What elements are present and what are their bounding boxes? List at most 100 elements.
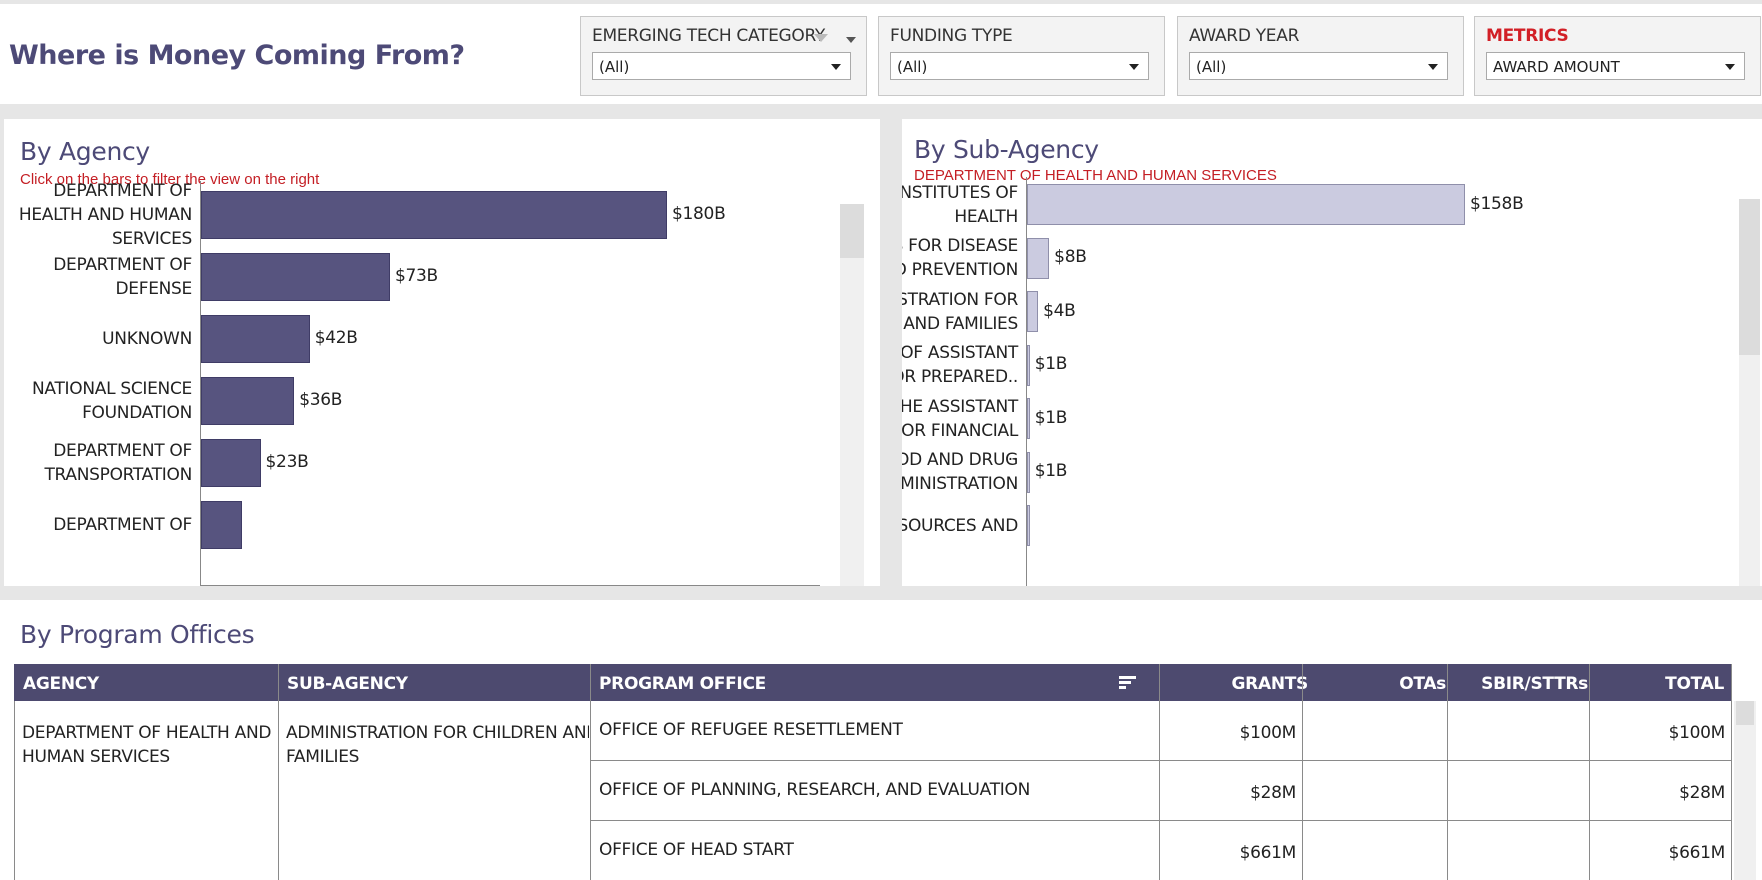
table-cell-sub-agency: ADMINISTRATION FOR CHILDREN AND FAMILIES bbox=[286, 721, 589, 769]
filter-metrics[interactable]: METRICS AWARD AMOUNT bbox=[1474, 16, 1761, 96]
chevron-down-icon bbox=[1725, 64, 1735, 70]
table-scrollbar[interactable] bbox=[1734, 701, 1756, 880]
category-label-line: HEALTH bbox=[954, 206, 1018, 227]
scrollbar-thumb[interactable] bbox=[840, 204, 864, 258]
category-label[interactable]: NATIONAL SCIENCE FOUNDATION bbox=[4, 377, 192, 425]
table-cell-total: $100M bbox=[1668, 723, 1725, 743]
data-label: $4B bbox=[1043, 300, 1076, 321]
chart-bar[interactable] bbox=[201, 501, 243, 549]
filter-label: FUNDING TYPE bbox=[890, 26, 1013, 46]
table-grid-line bbox=[1302, 664, 1303, 880]
category-label-line: CENTERS FOR DISEASE bbox=[902, 236, 1018, 256]
filter-value: (All) bbox=[1196, 58, 1227, 76]
filter-funding-type[interactable]: FUNDING TYPE (All) bbox=[878, 16, 1165, 96]
by-program-offices-panel: By Program Offices bbox=[0, 600, 1762, 880]
chart-bar[interactable] bbox=[1027, 451, 1030, 493]
column-header-program-office[interactable]: PROGRAM OFFICE bbox=[599, 674, 766, 694]
chart-area: NATIONAL INSTITUTES OF HEALTH $158B CENTERS… bbox=[902, 177, 1739, 586]
category-label-line: SECRETARY FOR FINANCIAL .. bbox=[902, 420, 1018, 465]
scrollbar-thumb[interactable] bbox=[1739, 199, 1760, 355]
cell-line: DEPARTMENT OF HEALTH AND bbox=[22, 723, 272, 743]
category-label[interactable]: UNKNOWN bbox=[4, 327, 192, 351]
column-header-otas[interactable]: OTAs bbox=[1399, 674, 1446, 694]
category-label[interactable]: DEPARTMENT OF HEALTH AND HUMAN SERVICES bbox=[4, 181, 192, 251]
chart-bar[interactable] bbox=[201, 377, 295, 425]
table-scrollbar-thumb[interactable] bbox=[1736, 701, 1754, 725]
filter-emerging-tech-category[interactable]: EMERGING TECH CATEGORY (All) bbox=[580, 16, 867, 96]
sort-icon[interactable] bbox=[1118, 674, 1138, 692]
category-label[interactable]: DEPARTMENT OF DEFENSE bbox=[4, 253, 192, 301]
filter-dropdown[interactable]: (All) bbox=[890, 52, 1149, 80]
category-label[interactable]: DEPARTMENT OF bbox=[4, 513, 192, 537]
y-axis-line bbox=[1026, 177, 1027, 586]
x-axis-line bbox=[200, 585, 820, 586]
column-header-grants[interactable]: GRANTS bbox=[1231, 674, 1309, 694]
chart-bar[interactable] bbox=[201, 315, 310, 363]
funnel-icon[interactable] bbox=[814, 34, 828, 42]
category-label[interactable]: FOOD AND DRUG ADMINISTRATION bbox=[902, 448, 1018, 496]
category-label-line: CONTROL AND PREVENTION bbox=[902, 260, 1018, 280]
category-label-line: NATIONAL INSTITUTES OF bbox=[902, 182, 1018, 203]
category-label-line: DEPARTMENT OF bbox=[53, 515, 192, 535]
filter-award-year[interactable]: AWARD YEAR (All) bbox=[1177, 16, 1464, 96]
filter-value: (All) bbox=[897, 58, 928, 76]
filter-value: (All) bbox=[599, 58, 630, 76]
data-label: $1B bbox=[1034, 461, 1068, 481]
filter-dropdown[interactable]: (All) bbox=[1189, 52, 1448, 80]
category-label-line: CHILDREN AND FAMILIES bbox=[902, 313, 1018, 334]
chart-area: DEPARTMENT OF HEALTH AND HUMAN SERVICES $18… bbox=[4, 181, 840, 586]
category-label[interactable]: HEALTH RESOURCES AND bbox=[902, 514, 1018, 538]
filter-dropdown[interactable]: (All) bbox=[592, 52, 851, 80]
chart-bar[interactable] bbox=[1027, 184, 1465, 225]
column-header-sbir-sttrs[interactable]: SBIR/STTRs bbox=[1481, 674, 1588, 694]
panel-title: By Sub-Agency bbox=[914, 135, 1099, 164]
category-label-line: DEPARTMENT OF bbox=[53, 441, 192, 461]
category-label-line: ADMINISTRATION FOR bbox=[902, 289, 1018, 310]
table-grid-line bbox=[278, 664, 279, 880]
category-label-line: FOUNDATION bbox=[82, 403, 192, 423]
column-header-total[interactable]: TOTAL bbox=[1665, 674, 1724, 694]
table-cell-program-office: OFFICE OF PLANNING, RESEARCH, AND EVALUA… bbox=[599, 780, 1030, 800]
category-label-line: OFFICE OF THE ASSISTANT bbox=[902, 396, 1018, 417]
panel-title: By Program Offices bbox=[20, 620, 255, 649]
chevron-down-icon[interactable] bbox=[846, 37, 856, 43]
chart-bar[interactable] bbox=[201, 439, 261, 487]
table-grid-line bbox=[590, 760, 1731, 761]
data-label: $42B bbox=[314, 328, 358, 348]
category-label[interactable]: OFFICE OF THE ASSISTANT SECRETARY FOR FIN… bbox=[902, 395, 1018, 467]
table-cell-grants: $100M bbox=[1239, 723, 1296, 743]
category-label[interactable]: CENTERS FOR DISEASE CONTROL AND PREVENTIO… bbox=[902, 234, 1018, 282]
table-grid-line bbox=[1731, 664, 1732, 880]
filter-dropdown[interactable]: AWARD AMOUNT bbox=[1486, 52, 1745, 80]
column-header-sub-agency[interactable]: SUB-AGENCY bbox=[287, 674, 408, 694]
chart-bar[interactable] bbox=[201, 191, 667, 239]
category-label-line: ADMINISTRATION bbox=[902, 474, 1018, 494]
category-label-line: SECRETARY FOR PREPARED.. bbox=[902, 367, 1018, 387]
table-grid-line bbox=[14, 701, 15, 880]
table-header: AGENCY SUB-AGENCY PROGRAM OFFICE GRANTS … bbox=[14, 664, 1732, 701]
panel-subtitle: Click on the bars to filter the view on … bbox=[20, 171, 320, 188]
category-label-line: HEALTH AND HUMAN bbox=[18, 205, 192, 225]
table-grid-line bbox=[590, 664, 591, 880]
chart-bar[interactable] bbox=[1027, 398, 1030, 439]
category-label[interactable]: NATIONAL INSTITUTES OF HEALTH bbox=[902, 181, 1018, 229]
chart-bar[interactable] bbox=[1027, 505, 1030, 546]
y-axis-line bbox=[200, 181, 201, 586]
category-label[interactable]: ADMINISTRATION FOR CHILDREN AND FAMILIES bbox=[902, 288, 1018, 336]
category-label-line: TRANSPORTATION bbox=[44, 465, 192, 485]
category-label[interactable]: OFFICE OF ASSISTANT SECRETARY FOR PREPARE… bbox=[902, 341, 1018, 389]
column-header-agency[interactable]: AGENCY bbox=[23, 674, 99, 694]
chart-bar[interactable] bbox=[201, 253, 390, 301]
category-label-line: HEALTH RESOURCES AND bbox=[902, 515, 1018, 536]
category-label-line: DEPARTMENT OF bbox=[53, 181, 192, 201]
category-label-line: DEFENSE bbox=[115, 279, 192, 299]
data-label: $36B bbox=[299, 390, 343, 410]
chart-bar[interactable] bbox=[1027, 237, 1050, 279]
table-cell-grants: $28M bbox=[1250, 783, 1296, 803]
chart-bar[interactable] bbox=[1027, 291, 1039, 332]
scrollbar[interactable] bbox=[840, 204, 864, 586]
category-label-line: DEPARTMENT OF bbox=[53, 255, 192, 275]
category-label[interactable]: DEPARTMENT OF TRANSPORTATION bbox=[4, 439, 192, 487]
by-sub-agency-panel: By Sub-Agency DEPARTMENT OF HEALTH AND H… bbox=[902, 119, 1762, 586]
chart-bar[interactable] bbox=[1027, 344, 1030, 386]
